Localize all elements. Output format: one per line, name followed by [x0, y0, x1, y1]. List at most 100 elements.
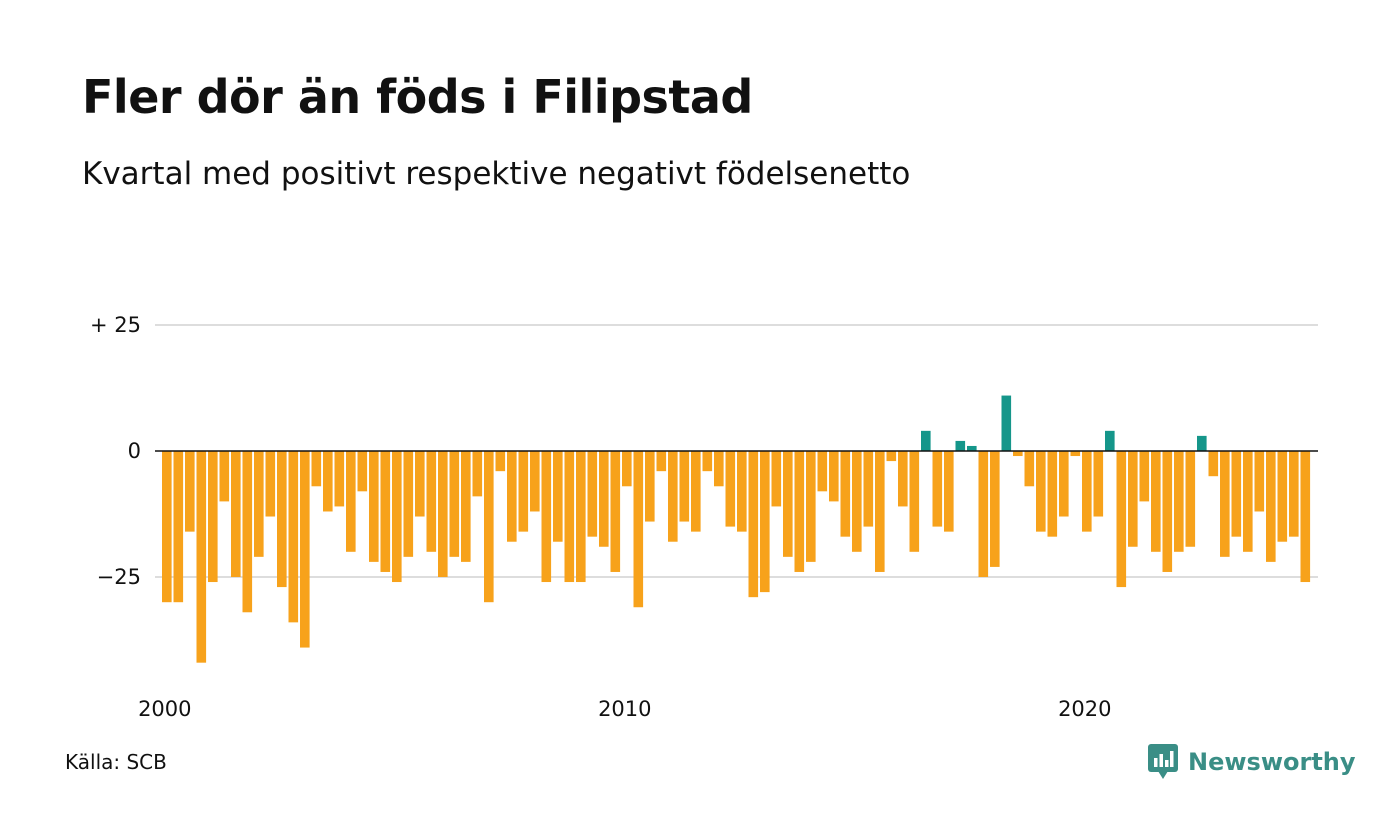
bar-negative [944, 451, 954, 532]
source-note: Källa: SCB [65, 750, 167, 774]
axis-labels: + 25 0 −25 2000 2010 2020 [90, 313, 1112, 721]
bar-chart: + 25 0 −25 2000 2010 2020 [90, 313, 1318, 721]
bar-negative [576, 451, 586, 583]
bar-negative [288, 451, 299, 623]
bar-negative [1231, 451, 1242, 537]
bar-negative [1151, 451, 1161, 552]
bar-positive [921, 430, 931, 451]
bar-negative [495, 451, 506, 472]
bar-negative [219, 451, 230, 502]
bar-negative [254, 451, 264, 557]
bar-negative [886, 451, 897, 462]
newsworthy-chat-bars-icon [1148, 744, 1178, 779]
bar-negative [357, 451, 368, 492]
bar-negative [1185, 451, 1196, 547]
bar-negative [334, 451, 345, 507]
bar-negative [265, 451, 276, 517]
bar-negative [1266, 451, 1276, 562]
bar-negative [990, 451, 1000, 567]
bar-negative [403, 451, 414, 557]
bar-negative [1013, 451, 1023, 457]
bar-negative [863, 451, 874, 527]
bar-negative [277, 451, 287, 588]
bar-positive [1105, 430, 1115, 451]
bar-negative [1243, 451, 1253, 552]
bar-negative [1220, 451, 1230, 557]
bar-negative [587, 451, 598, 537]
bar-negative [817, 451, 828, 492]
bar-negative [1024, 451, 1035, 487]
bar-negative [610, 451, 621, 572]
bar-negative [553, 451, 563, 542]
bar-positive [955, 440, 966, 451]
bar-negative [415, 451, 425, 517]
x-tick-label: 2010 [598, 697, 651, 721]
bar-negative [484, 451, 494, 603]
bar-negative [1300, 451, 1311, 583]
bar-negative [1174, 451, 1184, 552]
bar-negative [668, 451, 678, 542]
bar-negative [196, 451, 207, 663]
bar-negative [311, 451, 322, 487]
bar-negative [1093, 451, 1104, 517]
bar-negative [1208, 451, 1219, 477]
x-tick-label: 2000 [138, 697, 191, 721]
bar-negative [1082, 451, 1092, 532]
bar-negative [771, 451, 782, 507]
bar-positive [1001, 395, 1012, 451]
bar-negative [426, 451, 437, 552]
bar-negative [541, 451, 552, 583]
bar-negative [173, 451, 184, 603]
bar-negative [472, 451, 483, 497]
bar-negative [208, 451, 218, 583]
bar-negative [737, 451, 747, 532]
chart-title: Fler dör än föds i Filipstad [82, 70, 753, 124]
bar-negative [1116, 451, 1127, 588]
bar-negative [1036, 451, 1046, 532]
bar-negative [679, 451, 690, 522]
bar-negative [806, 451, 816, 562]
bar-negative [645, 451, 655, 522]
bar-negative [185, 451, 195, 532]
bar-negative [702, 451, 713, 472]
bar-negative [530, 451, 540, 512]
bar-negative [323, 451, 333, 512]
bar-positive [967, 445, 977, 451]
bar-negative [1128, 451, 1138, 547]
bar-negative [461, 451, 471, 562]
bar-negative [714, 451, 724, 487]
bar-negative [1277, 451, 1288, 542]
bar-negative [783, 451, 793, 557]
bar-negative [932, 451, 943, 527]
bar-negative [1139, 451, 1150, 502]
bar-negative [840, 451, 851, 537]
bar-negative [380, 451, 391, 572]
bar-negative [599, 451, 609, 547]
logo-text: Newsworthy [1188, 748, 1356, 776]
bar-negative [242, 451, 253, 613]
bar-negative [794, 451, 805, 572]
bar-negative [622, 451, 632, 487]
bar-negative [518, 451, 529, 532]
bar-negative [691, 451, 701, 532]
bar-negative [633, 451, 644, 608]
bar-negative [369, 451, 379, 562]
bar-negative [300, 451, 310, 648]
bar-negative [1070, 451, 1081, 457]
bar-positive [1197, 435, 1207, 451]
bar-negative [656, 451, 667, 472]
bar-negative [392, 451, 402, 583]
bar-negative [449, 451, 460, 557]
bar-negative [346, 451, 356, 552]
bar-negative [438, 451, 448, 577]
y-tick-label: 0 [128, 439, 141, 463]
bar-negative [1059, 451, 1069, 517]
bar-negative [1254, 451, 1265, 512]
bar-negative [829, 451, 839, 502]
y-tick-label: + 25 [90, 313, 141, 337]
y-tick-label: −25 [97, 565, 141, 589]
bar-negative [1289, 451, 1299, 537]
bar-negative [909, 451, 920, 552]
bar-negative [231, 451, 241, 577]
bar-negative [1047, 451, 1058, 537]
